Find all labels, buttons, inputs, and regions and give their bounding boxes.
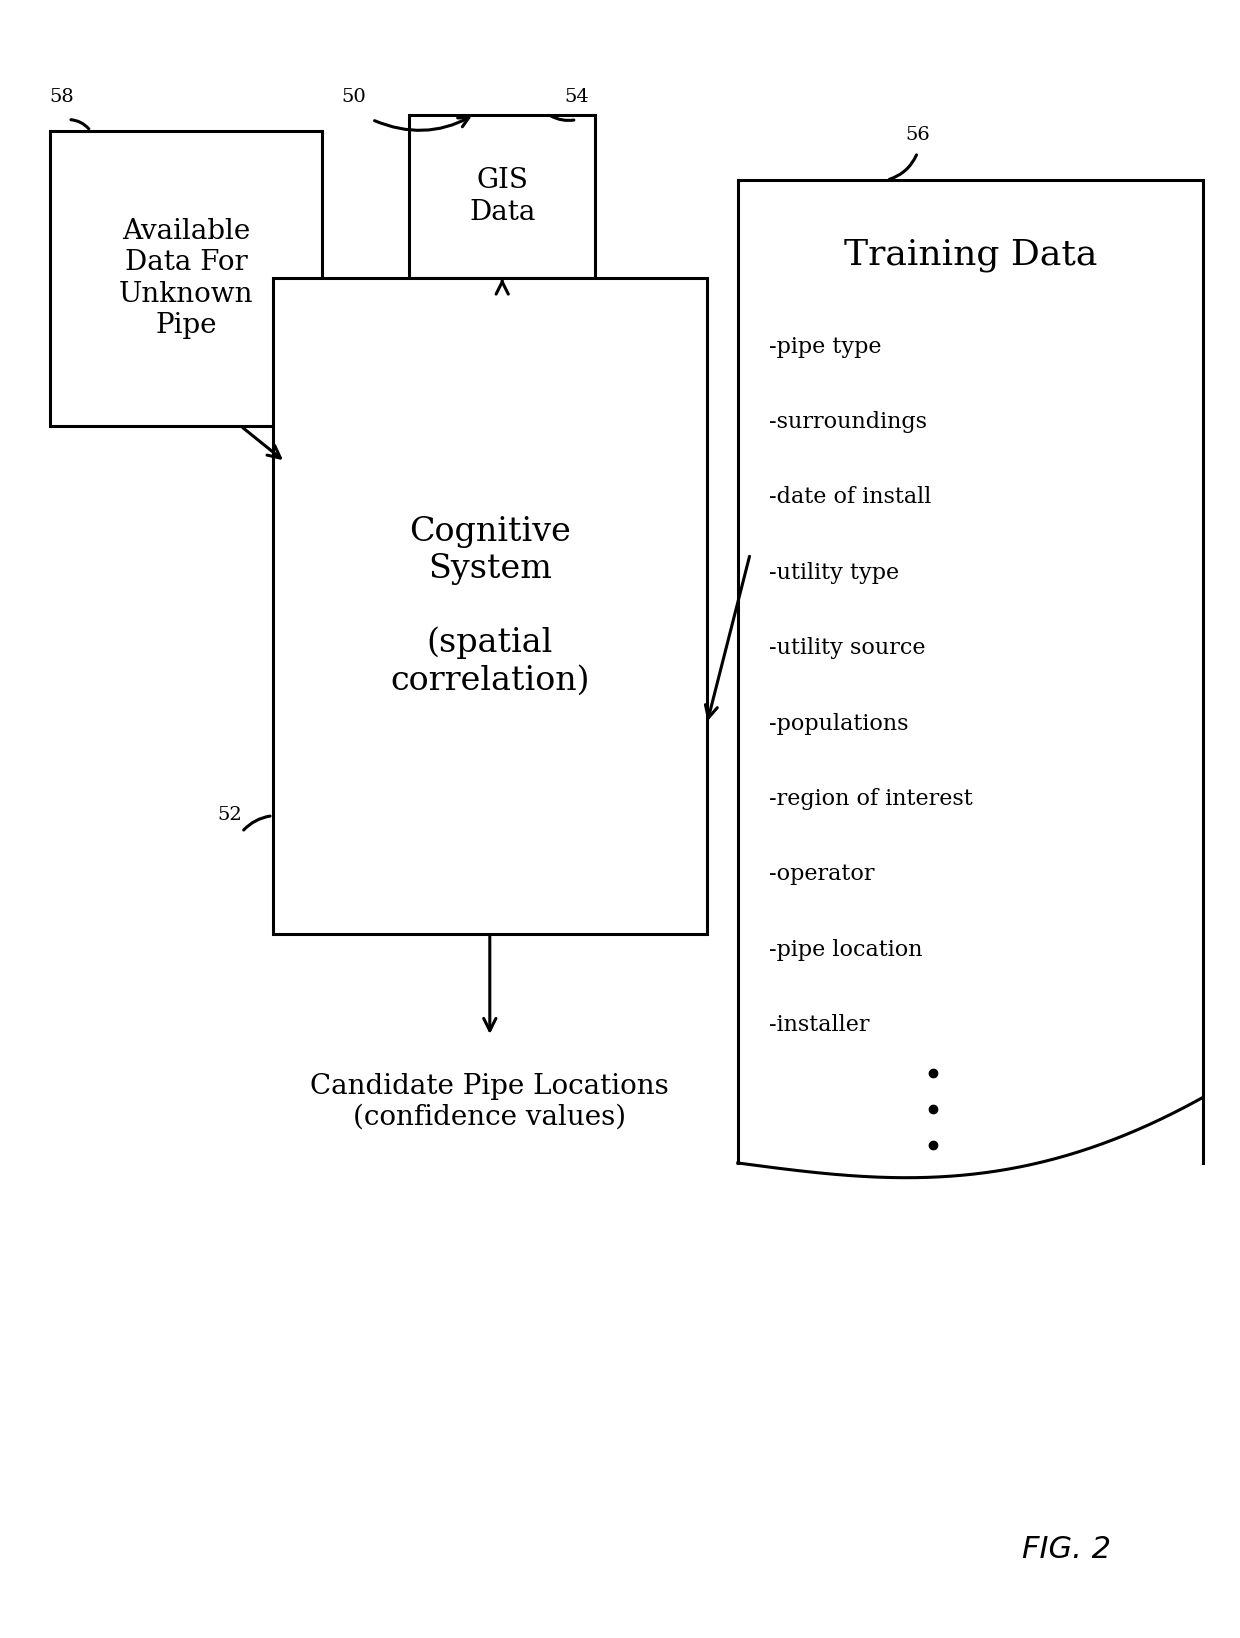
Text: 52: 52	[217, 806, 242, 824]
Bar	[273, 278, 707, 934]
Text: -surroundings: -surroundings	[769, 411, 926, 432]
Text: Candidate Pipe Locations
(confidence values): Candidate Pipe Locations (confidence val…	[310, 1073, 670, 1132]
Text: 54: 54	[564, 88, 589, 106]
Text: -utility type: -utility type	[769, 562, 899, 583]
Text: -operator: -operator	[769, 863, 874, 885]
Text: 56: 56	[905, 126, 930, 144]
Bar	[409, 115, 595, 278]
Text: GIS
Data: GIS Data	[469, 167, 536, 226]
Bar	[50, 131, 322, 426]
Text: Training Data: Training Data	[843, 238, 1097, 272]
Text: -pipe type: -pipe type	[769, 336, 882, 357]
Text: Available
Data For
Unknown
Pipe: Available Data For Unknown Pipe	[119, 218, 253, 339]
Text: -populations: -populations	[769, 713, 908, 734]
Text: -date of install: -date of install	[769, 486, 931, 508]
Text: -region of interest: -region of interest	[769, 788, 972, 809]
Text: -installer: -installer	[769, 1014, 869, 1035]
Text: -pipe location: -pipe location	[769, 939, 923, 960]
Text: FIG. 2: FIG. 2	[1022, 1535, 1111, 1564]
Text: Cognitive
System

(spatial
correlation): Cognitive System (spatial correlation)	[391, 516, 589, 696]
Text: -utility source: -utility source	[769, 637, 925, 658]
Text: 50: 50	[341, 88, 366, 106]
Text: 58: 58	[50, 88, 74, 106]
